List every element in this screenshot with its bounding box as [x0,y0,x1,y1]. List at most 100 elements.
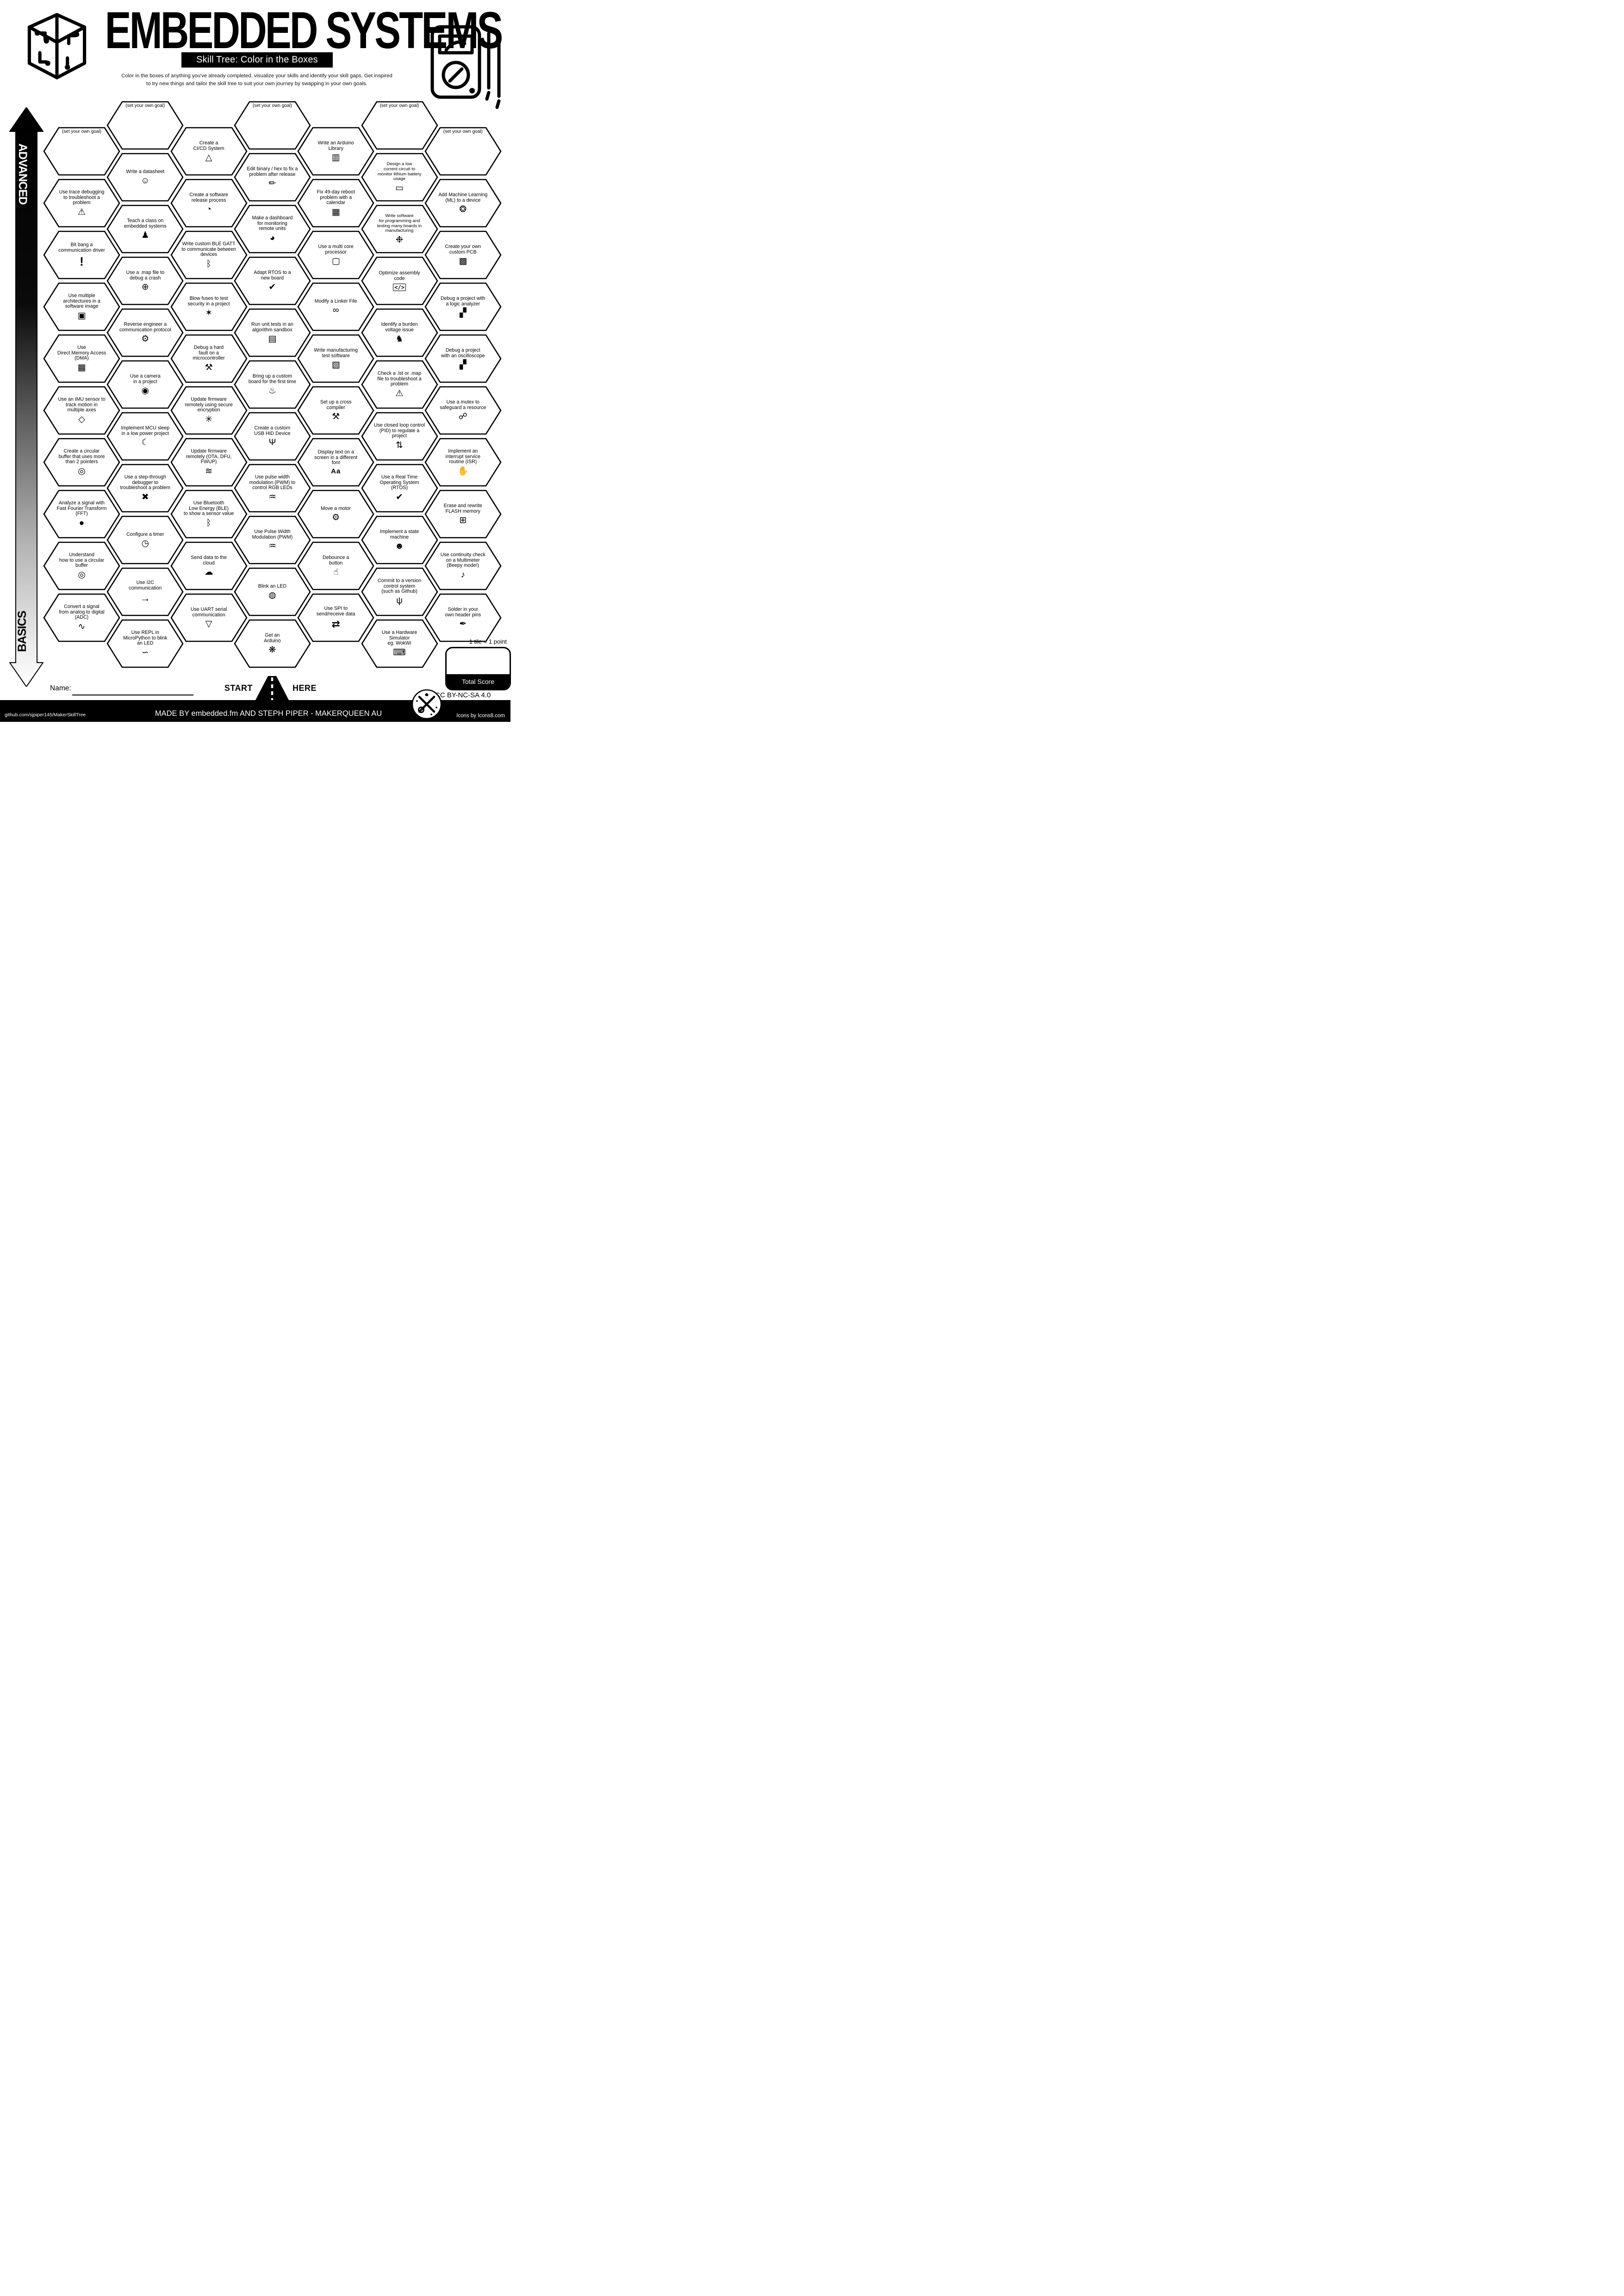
hex-tile-configure-a-timer[interactable]: Configure a timer ◷ [106,515,184,565]
hex-tile-write-software-for-programming-and-testi[interactable]: Write software for programming and testi… [361,205,438,254]
hex-tile-create-a-custom-usb-hid-device[interactable]: Create a custom USB HID Device Ψ [234,412,311,461]
hex-tile-send-data-to-the-cloud[interactable]: Send data to the cloud ☁ [170,541,248,590]
hex-tile-convert-a-signal-from-analog-to-digital-[interactable]: Convert a signal from analog to digital … [43,593,120,642]
hex-outline [424,179,502,228]
hex-tile-identify-a-burden-voltage-issue[interactable]: Identify a burden voltage issue ♞ [361,308,438,357]
hex-label: Commit to a version control system (such… [377,577,422,595]
hex-tile-use-multiple-architectures-in-a-software[interactable]: Use multiple architectures in a software… [43,282,120,331]
hex-tile-understand-how-to-use-a-circular-buffer[interactable]: Understand how to use a circular buffer ◎ [43,541,120,590]
hex-tile-move-a-motor[interactable]: Move a motor ⚙ [297,490,374,539]
hex-content: Convert a signal from analog to digital … [50,594,114,641]
hex-label: Use a .map file to debug a crash [126,269,165,281]
hex-tile-fix-49-day-reboot-problem-with-a-calenda[interactable]: Fix 49-day reboot problem with a calenda… [297,179,374,228]
hex-outline [43,179,120,228]
hex-tile-use-pulse-width-modulation-pwm-to-contro[interactable]: Use pulse width modulation (PWM) to cont… [234,464,311,513]
hex-tile-write-a-datasheet[interactable]: Write a datasheet ☺ [106,153,184,202]
hex-tile-get-an-arduino[interactable]: Get an Arduino ❋ [234,619,311,668]
cloud-icon: ☁ [204,567,213,577]
hex-tile-custom-goal[interactable]: (set your own goal) [106,101,184,150]
hex-tile-create-a-circular-buffer-that-uses-more-[interactable]: Create a circular buffer that uses more … [43,438,120,487]
hex-tile-use-i2c-communication[interactable]: Use I2C communication → [106,567,184,616]
hex-tile-use-a-camera-in-a-project[interactable]: Use a camera in a project ◉ [106,360,184,409]
hex-tile-use-pulse-width-modulation-pwm[interactable]: Use Pulse Width Modulation (PWM) ♒ [234,515,311,565]
hex-label: Update firmware remotely (OTA, DFU, FWUP… [186,448,232,465]
hex-content: Blink an LED ◍ [240,568,305,615]
books-icon: ▥ [331,153,340,163]
debugger-monitor-icon: ✖ [141,492,149,503]
hex-label: (set your own goal) [62,129,102,134]
hex-tile-use-bluetooth-low-energy-ble-to-show-a-s[interactable]: Use Bluetooth Low Energy (BLE) to show a… [170,490,248,539]
hex-tile-display-text-on-a-screen-in-a-different-[interactable]: Display text on a screen in a different … [297,438,374,487]
hex-tile-create-a-ci-cd-system[interactable]: Create a CI/CD System △ [170,127,248,176]
hex-tile-debug-a-project-with-an-oscilloscope[interactable]: Debug a project with an oscilloscope ▞ [424,334,502,383]
hex-tile-blow-fuses-to-test-security-in-a-project[interactable]: Blow fuses to test security in a project… [170,282,248,331]
hex-tile-blink-an-led[interactable]: Blink an LED ◍ [234,567,311,616]
hex-tile-use-a-multi-core-processor[interactable]: Use a multi core processor ▢ [297,230,374,279]
hex-tile-use-continuity-check-on-a-multimeter-bee[interactable]: Use continuity check on a Multimeter (Be… [424,541,502,590]
hex-tile-run-unit-tests-in-an-algorithm-sandbox[interactable]: Run unit tests in an algorithm sandbox ▤ [234,308,311,357]
hex-tile-analyze-a-signal-with-fast-fourier-trans[interactable]: Analyze a signal with Fast Fourier Trans… [43,490,120,539]
hex-tile-use-closed-loop-control-pid-to-regulate-[interactable]: Use closed loop control (PID) to regulat… [361,412,438,461]
hex-tile-reverse-engineer-a-communication-protoco[interactable]: Reverse engineer a communication protoco… [106,308,184,357]
hex-tile-use-a-step-through-debugger-to-troublesh[interactable]: Use a step-through debugger to troublesh… [106,464,184,513]
hex-content: Use Direct Memory Access (DMA) ▦ [50,335,114,382]
ota-wifi-icon: ≋ [205,466,213,477]
hex-outline [43,334,120,383]
hex-tile-use-a-real-time-operating-system-rtos[interactable]: Use a Real Time Operating System (RTOS) ✔ [361,464,438,513]
hex-tile-implement-mcu-sleep-in-a-low-power-proje[interactable]: Implement MCU sleep in a low power proje… [106,412,184,461]
hex-label: Implement MCU sleep in a low power proje… [121,425,170,436]
hex-tile-erase-and-rewrite-flash-memory[interactable]: Erase and rewrite FLASH memory ⊞ [424,490,502,539]
hex-tile-use-a-mutex-to-safeguard-a-resource[interactable]: Use a mutex to safeguard a resource ☍ [424,386,502,435]
hex-tile-create-your-own-custom-pcb[interactable]: Create your own custom PCB ▩ [424,230,502,279]
hex-tile-set-up-a-cross-compiler[interactable]: Set up a cross compiler ⚒ [297,386,374,435]
hex-tile-custom-goal[interactable]: (set your own goal) [361,101,438,150]
hex-tile-write-manufacturing-test-software[interactable]: Write manufacturing test software ▧ [297,334,374,383]
hex-tile-use-a-map-file-to-debug-a-crash[interactable]: Use a .map file to debug a crash ⊕ [106,256,184,305]
hex-tile-use-uart-serial-communication[interactable]: Use UART serial communication ▽ [170,593,248,642]
hex-tile-debug-a-project-with-a-logic-analyzer[interactable]: Debug a project with a logic analyzer ▞ [424,282,502,331]
hex-tile-write-custom-ble-gatt-to-communicate-bet[interactable]: Write custom BLE GATT to communicate bet… [170,230,248,279]
exclamation-icon: ! [80,254,84,268]
hex-tile-use-spi-to-send-receive-data[interactable]: Use SPI to send/receive data ⇄ [297,593,374,642]
hex-tile-check-a-lst-or-map-file-to-troubleshoot-[interactable]: Check a .lst or .map file to troubleshoo… [361,360,438,409]
hex-tile-custom-goal[interactable]: (set your own goal) [43,127,120,176]
hex-label: Create your own custom PCB [445,243,481,255]
hex-tile-commit-to-a-version-control-system-such-[interactable]: Commit to a version control system (such… [361,567,438,616]
hex-tile-use-direct-memory-access-dma[interactable]: Use Direct Memory Access (DMA) ▦ [43,334,120,383]
hex-tile-create-a-software-release-process[interactable]: Create a software release process ◔ [170,179,248,228]
hex-tile-design-a-low-current-circuit-to-monitor-[interactable]: Design a low current circuit to monitor … [361,153,438,202]
hex-tile-adapt-rtos-to-a-new-board[interactable]: Adapt RTOS to a new board ✔ [234,256,311,305]
hex-tile-bring-up-a-custom-board-for-the-first-ti[interactable]: Bring up a custom board for the first ti… [234,360,311,409]
hex-tile-edit-binary-hex-to-fix-a-problem-after-r[interactable]: Edit binary / hex to fix a problem after… [234,153,311,202]
hex-tile-debug-a-hard-fault-on-a-microcontroller[interactable]: Debug a hard fault on a microcontroller ⚒ [170,334,248,383]
ml-head-icon: ❂ [459,205,467,215]
hex-tile-custom-goal[interactable]: (set your own goal) [424,127,502,176]
dashboard-gauge-icon: ◕ [269,233,275,243]
hex-tile-implement-a-state-machine[interactable]: Implement a state machine ☻ [361,515,438,565]
hex-tile-custom-goal[interactable]: (set your own goal) [234,101,311,150]
hex-outline [424,334,502,383]
hex-content: Update firmware remotely using secure en… [177,387,241,434]
hex-tile-implement-an-interrupt-service-routine-i[interactable]: Implement an interrupt service routine (… [424,438,502,487]
hex-tile-use-a-hardware-simulator-eg-wokwi[interactable]: Use a Hardware Simulator eg. WokWi ⌨ [361,619,438,668]
total-score-value[interactable] [447,648,510,674]
hex-tile-debounce-a-button[interactable]: Debounce a button ☝ [297,541,374,590]
hex-tile-write-an-arduino-library[interactable]: Write an Arduino Library ▥ [297,127,374,176]
hex-tile-use-an-imu-sensor-to-track-motion-in-mul[interactable]: Use an IMU sensor to track motion in mul… [43,386,120,435]
hex-tile-update-firmware-remotely-ota-dfu-fwup[interactable]: Update firmware remotely (OTA, DFU, FWUP… [170,438,248,487]
hex-tile-teach-a-class-on-embedded-systems[interactable]: Teach a class on embedded systems ♟ [106,205,184,254]
hex-tile-bit-bang-a-communication-driver[interactable]: Bit bang a communication driver! [43,230,120,279]
hex-tile-use-repl-in-micropython-to-blink-an-led[interactable]: Use REPL in MicroPython to blink an LED ∽ [106,619,184,668]
hex-tile-optimize-assembly-code[interactable]: Optimize assembly code </> [361,256,438,305]
hex-tile-solder-in-your-own-header-pins[interactable]: Solder in your own header pins ✒ [424,593,502,642]
hex-outline [43,593,120,642]
axis-label-advanced: ADVANCED [16,143,29,205]
hex-outline [297,230,374,279]
hex-tile-modify-a-linker-file[interactable]: Modify a Linker File ∞ [297,282,374,331]
hex-content: Use an IMU sensor to track motion in mul… [50,387,114,434]
hex-tile-add-machine-learning-ml-to-a-device[interactable]: Add Machine Learning (ML) to a device ❂ [424,179,502,228]
hex-tile-make-a-dashboard-for-monitoring-remote-u[interactable]: Make a dashboard for monitoring remote u… [234,205,311,254]
hex-tile-use-trace-debugging-to-troubleshoot-a-pr[interactable]: Use trace debugging to troubleshoot a pr… [43,179,120,228]
multi-arch-cube-icon: ▣ [77,311,86,321]
hex-tile-update-firmware-remotely-using-secure-en[interactable]: Update firmware remotely using secure en… [170,386,248,435]
